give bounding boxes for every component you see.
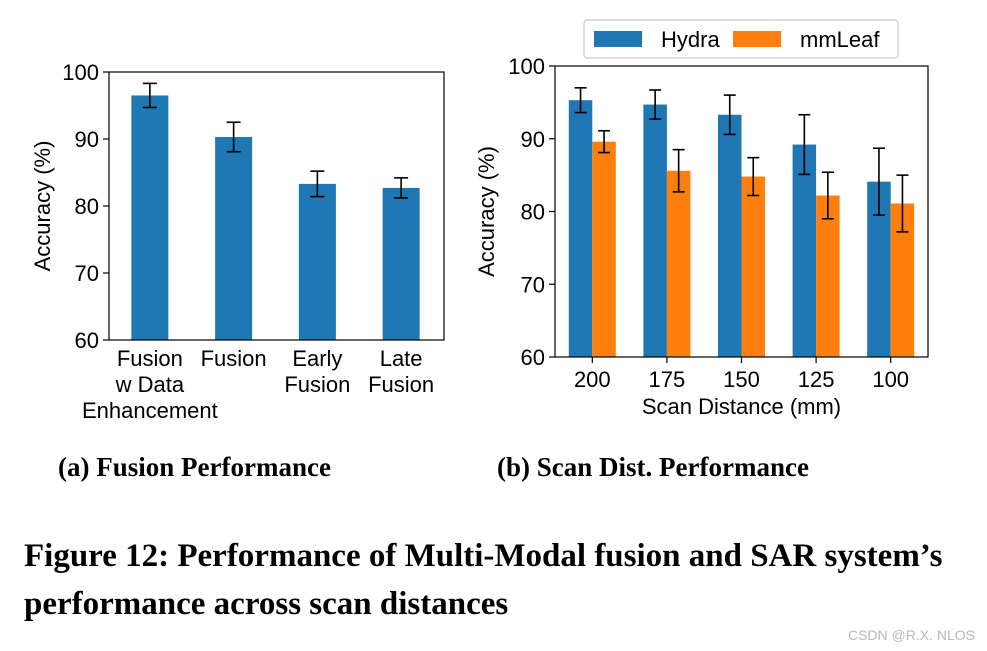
ylabel-a: Accuracy (%) xyxy=(30,141,55,272)
bar-b-Hydra-4 xyxy=(867,181,891,357)
bar-b-mmLeaf-3 xyxy=(816,195,840,357)
bar-a-3 xyxy=(382,187,420,340)
legend-label-hydra: Hydra xyxy=(661,27,720,52)
ytick-b-0: 60 xyxy=(521,345,545,370)
xtick-a-0-line-0: Fusion xyxy=(117,346,183,371)
xtick-a-0-line-1: w Data xyxy=(115,372,185,397)
ytick-a-0: 60 xyxy=(75,328,99,353)
bar-b-Hydra-0 xyxy=(568,100,593,357)
xtick-a-1-line-0: Fusion xyxy=(201,346,267,371)
bar-b-mmLeaf-2 xyxy=(741,176,765,357)
bar-b-Hydra-2 xyxy=(718,114,742,358)
xtick-a-0-line-2: Enhancement xyxy=(82,398,218,423)
watermark: CSDN @R.X. NLOS xyxy=(847,627,975,643)
bar-b-mmLeaf-0 xyxy=(592,141,616,357)
bar-b-Hydra-3 xyxy=(792,144,817,357)
caption-a: (a) Fusion Performance xyxy=(58,452,331,482)
xtick-b-3: 125 xyxy=(798,367,835,392)
bar-a-2 xyxy=(298,183,336,340)
xtick-b-0: 200 xyxy=(574,367,611,392)
xtick-a-2-line-0: Early xyxy=(292,346,342,371)
ytick-a-1: 70 xyxy=(75,261,99,286)
xtick-b-4: 100 xyxy=(872,367,909,392)
ytick-a-2: 80 xyxy=(75,194,99,219)
bar-b-mmLeaf-1 xyxy=(666,170,691,357)
xtick-a-3-line-1: Fusion xyxy=(368,372,434,397)
xlabel-b: Scan Distance (mm) xyxy=(642,394,841,419)
ytick-a-3: 90 xyxy=(75,127,99,152)
ytick-a-4: 100 xyxy=(62,60,99,85)
legend-swatch-hydra xyxy=(594,31,642,47)
xtick-a-3-line-0: Late xyxy=(380,346,423,371)
bar-b-mmLeaf-4 xyxy=(890,203,915,357)
ytick-b-4: 100 xyxy=(508,54,545,79)
bar-b-Hydra-1 xyxy=(643,104,667,358)
xtick-a-2-line-1: Fusion xyxy=(284,372,350,397)
legend-label-mmleaf: mmLeaf xyxy=(800,27,880,52)
ytick-b-2: 80 xyxy=(521,200,545,225)
bar-a-0 xyxy=(131,95,169,340)
xtick-b-2: 150 xyxy=(723,367,760,392)
figure-caption: Figure 12: Performance of Multi-Modal fu… xyxy=(24,538,943,622)
legend-swatch-mmleaf xyxy=(733,31,781,47)
bar-a-1 xyxy=(215,136,253,340)
caption-b: (b) Scan Dist. Performance xyxy=(497,452,809,482)
ylabel-b: Accuracy (%) xyxy=(474,146,499,277)
xtick-b-1: 175 xyxy=(649,367,686,392)
ytick-b-3: 90 xyxy=(521,127,545,152)
ytick-b-1: 70 xyxy=(521,272,545,297)
